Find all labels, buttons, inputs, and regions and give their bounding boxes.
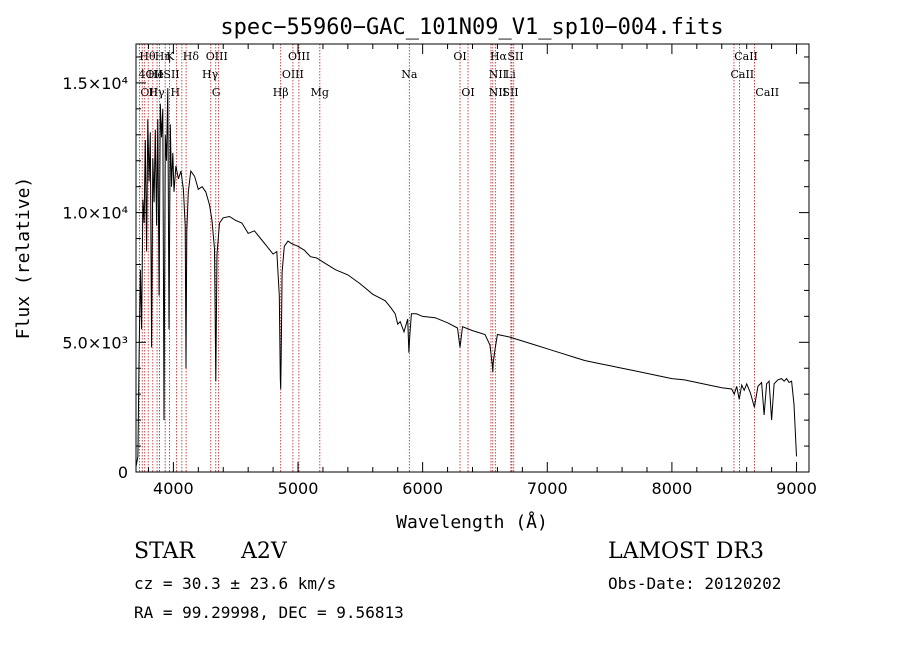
object-subclass: A2V — [241, 539, 287, 564]
spectral-line-label: CaII — [734, 50, 758, 63]
spectral-line-label: SII — [163, 68, 179, 81]
spectral-line-label: Mg — [311, 86, 329, 99]
spectrum-line — [135, 88, 797, 467]
x-tick-label: 6000 — [402, 479, 443, 498]
spectral-line-label: He — [148, 68, 164, 81]
spectral-line-label: CaII — [730, 68, 754, 81]
survey-name: LAMOST DR3 — [608, 539, 764, 564]
spectral-line-label: OIII — [288, 50, 310, 63]
spectral-line-label: NII — [489, 68, 507, 81]
axis-ticks: 4000 5000 6000 7000 8000 9000 0 5.0×10³ 1.0×10⁴ 1… — [62, 44, 817, 498]
sky-coordinates: RA = 99.29998, DEC = 9.56813 — [134, 603, 404, 622]
x-tick-label: 4000 — [153, 479, 194, 498]
spectral-line-label: CaII — [755, 86, 779, 99]
spectral-line-label: Hα — [490, 50, 508, 63]
x-tick-label: 7000 — [527, 479, 568, 498]
y-axis-label: Flux (relative) — [13, 177, 34, 340]
y-tick-label: 0 — [118, 463, 128, 482]
y-tick-label: 1.0×10⁴ — [62, 204, 128, 223]
plot-frame — [135, 43, 810, 473]
chart-title: spec−55960−GAC_101N09_V1_sp10−004.fits — [220, 15, 723, 40]
spectral-line-label: Hγ — [202, 68, 219, 81]
x-tick-label: 5000 — [278, 479, 319, 498]
spectral-line-label: H — [171, 86, 181, 99]
y-tick-label: 1.5×10⁴ — [62, 74, 128, 93]
spectral-line-label: Hγ — [148, 86, 165, 99]
spectral-line-label: K — [166, 50, 175, 63]
spectral-line-label: OI — [453, 50, 466, 63]
x-tick-label: 9000 — [776, 479, 817, 498]
spectral-line-label: I — [158, 68, 162, 81]
spectral-line-label: SII — [502, 86, 518, 99]
x-tick-label: 8000 — [652, 479, 693, 498]
spectral-line-label: NII — [489, 86, 507, 99]
spectral-line-label: Hβ — [273, 86, 289, 99]
spectral-line-label: G — [212, 86, 221, 99]
spectral-line-label: Li — [505, 68, 516, 81]
spectral-line-label: Hθ — [139, 50, 156, 63]
x-axis-label: Wavelength (Å) — [396, 511, 548, 533]
spectral-line-label: Hη — [155, 50, 171, 63]
object-class: STAR — [134, 539, 195, 564]
spectral-line-label: OIII — [282, 68, 304, 81]
spectral-line-label: Hδ — [183, 50, 200, 63]
y-tick-label: 5.0×10³ — [62, 333, 128, 352]
spectral-line-label: Na — [401, 68, 418, 81]
redshift-velocity: cz = 30.3 ± 23.6 km/s — [134, 574, 337, 593]
spectral-line-label: OI — [461, 86, 474, 99]
spectral-line-label: 4OII — [138, 68, 163, 81]
spectral-line-label: SII — [507, 50, 523, 63]
spectral-line-label: OIII — [206, 50, 228, 63]
observation-date: Obs-Date: 20120202 — [608, 574, 782, 593]
